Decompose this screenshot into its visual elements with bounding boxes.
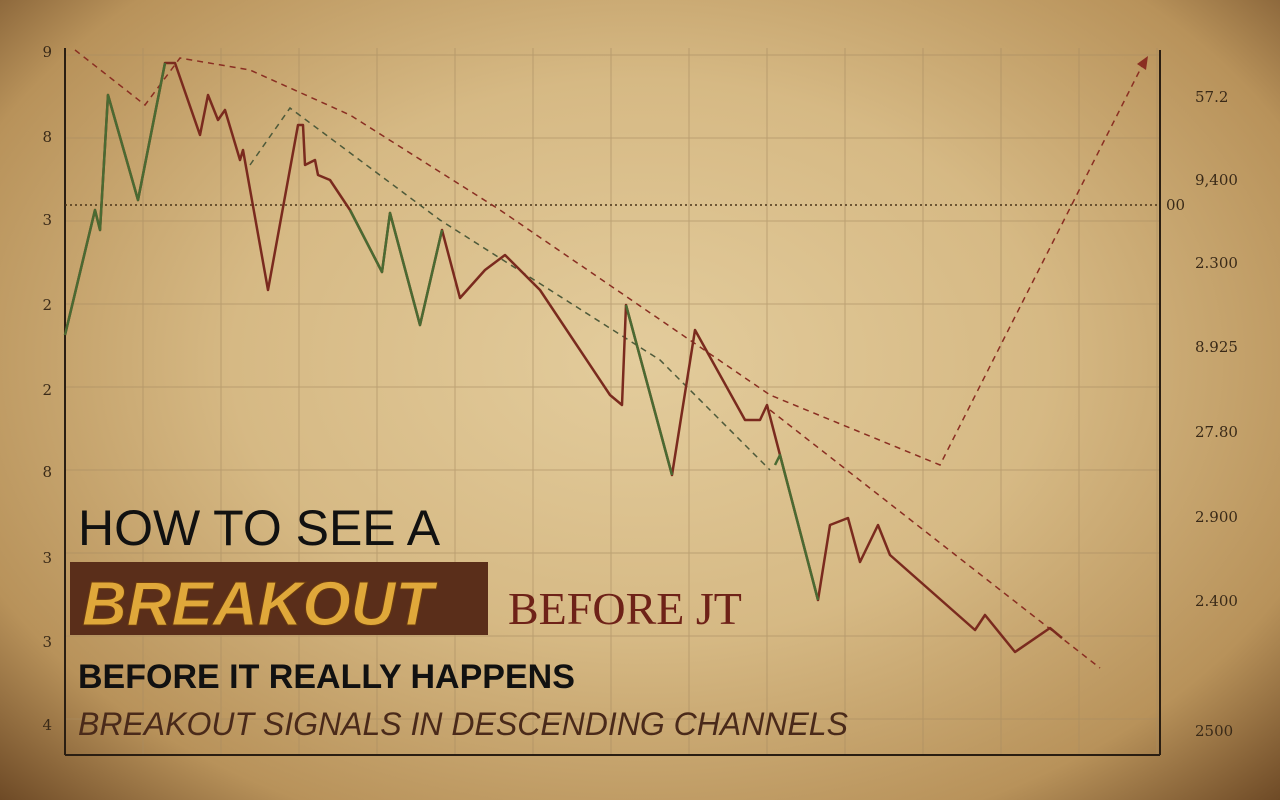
headline: HOW TO SEE A — [78, 500, 441, 556]
left-axis-label: 9 — [42, 43, 52, 61]
right-axis-label: 57.2 — [1195, 88, 1228, 106]
left-axis-label: 4 — [42, 716, 52, 734]
level-label: 00 — [1166, 196, 1185, 214]
right-axis-label: 2.400 — [1195, 592, 1238, 610]
right-axis-label: 27.80 — [1195, 423, 1238, 441]
left-axis-label: 2 — [42, 296, 52, 314]
left-axis-label: 2 — [42, 381, 52, 399]
subheadline: BEFORE IT REALLY HAPPENS — [78, 658, 575, 696]
left-axis-label: 8 — [42, 463, 52, 481]
right-axis-label: 9,400 — [1195, 171, 1238, 189]
left-axis-label: 8 — [42, 128, 52, 146]
highlight-word: BREAKOUT — [82, 570, 438, 639]
green-segments — [63, 62, 820, 601]
right-axis-label: 8.925 — [1195, 338, 1238, 356]
grid — [65, 48, 1160, 755]
headline-suffix: BEFORE JT — [508, 583, 742, 634]
left-axis-label: 3 — [42, 549, 52, 567]
left-axis-label: 3 — [42, 633, 52, 651]
right-axis-label: 2.300 — [1195, 254, 1238, 272]
left-axis-label: 3 — [42, 211, 52, 229]
channel-line — [769, 409, 1101, 669]
highlight-box — [70, 562, 488, 635]
tagline: BREAKOUT SIGNALS IN DESCENDING CHANNELS — [78, 706, 848, 742]
axis-labels: 9 8 3 2 2 8 3 3 4 57.2 9,400 2.300 8.925 27.80 2.900 2.… — [42, 43, 1238, 740]
right-axis-label: 2.900 — [1195, 508, 1238, 526]
arrow-head — [1137, 56, 1148, 70]
right-axis-label: 2500 — [1195, 722, 1233, 740]
channel-line — [249, 106, 771, 471]
channel-line — [74, 49, 1146, 466]
